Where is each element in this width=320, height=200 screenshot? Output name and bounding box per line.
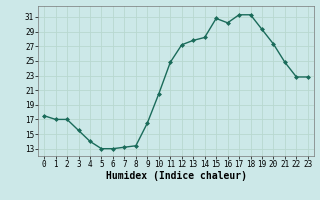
X-axis label: Humidex (Indice chaleur): Humidex (Indice chaleur): [106, 171, 246, 181]
